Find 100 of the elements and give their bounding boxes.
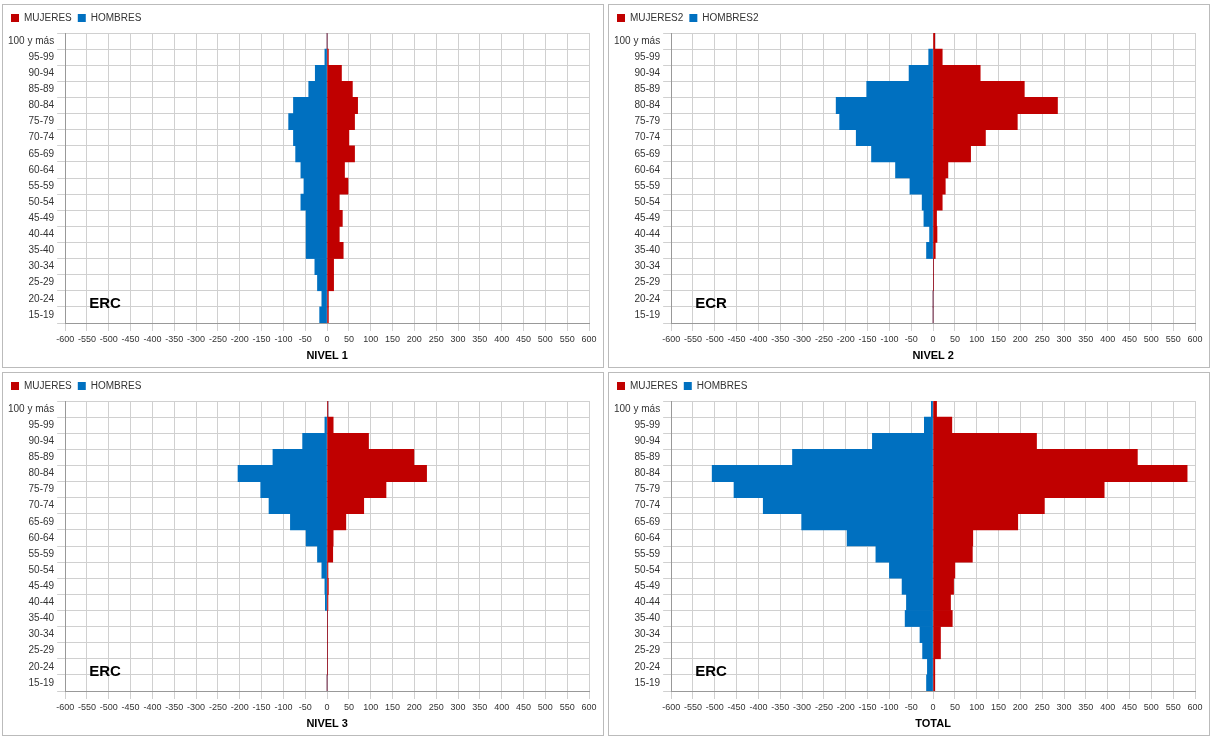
y-tick-label: 80-84 (28, 99, 55, 111)
y-tick-label: 90-94 (28, 67, 55, 79)
annotation: ECR (695, 293, 727, 311)
y-tick-label: 35-40 (634, 612, 661, 624)
y-tick-label: 65-69 (28, 147, 55, 159)
x-tick-label: 150 (385, 701, 401, 712)
annotation: ERC (89, 661, 121, 679)
y-tick-label: 15-19 (28, 308, 55, 320)
x-tick-label: -500 (99, 333, 118, 344)
x-tick-label: -150 (858, 333, 877, 344)
x-tick-label: -600 (662, 701, 681, 712)
y-tick-label: 65-69 (634, 147, 661, 159)
x-tick-label: -250 (814, 701, 833, 712)
x-tick-label: 50 (949, 333, 960, 344)
y-tick-label: 50-54 (634, 563, 661, 575)
x-tick-label: -200 (230, 333, 249, 344)
x-tick-label: -500 (705, 701, 724, 712)
y-tick-label: 20-24 (634, 660, 661, 672)
y-tick-label: 35-40 (634, 244, 661, 256)
x-tick-label: 550 (559, 333, 575, 344)
x-tick-label: 350 (472, 333, 488, 344)
x-tick-label: 300 (1056, 701, 1072, 712)
legend-label: HOMBRES2 (702, 11, 759, 23)
y-tick-label: 75-79 (28, 483, 55, 495)
y-tick-label: 30-34 (634, 628, 661, 640)
x-tick-label: -600 (662, 333, 681, 344)
y-tick-label: 95-99 (28, 50, 55, 62)
x-tick-label: -50 (904, 333, 918, 344)
x-tick-label: 0 (930, 701, 936, 712)
x-tick-label: 500 (1143, 333, 1159, 344)
x-tick-label: -100 (880, 701, 899, 712)
x-tick-label: -150 (252, 333, 271, 344)
y-tick-label: 35-40 (28, 244, 55, 256)
x-tick-label: 50 (949, 701, 960, 712)
y-tick-label: 55-59 (28, 547, 55, 559)
y-tick-label: 70-74 (28, 499, 55, 511)
y-tick-label: 50-54 (28, 195, 55, 207)
x-tick-label: -50 (904, 701, 918, 712)
y-tick-label: 100 y más (613, 34, 661, 46)
legend-label: MUJERES (24, 11, 73, 23)
x-tick-label: -100 (274, 701, 293, 712)
x-tick-label: -600 (56, 333, 75, 344)
x-tick-label: -450 (121, 701, 140, 712)
x-tick-label: -200 (836, 701, 855, 712)
y-tick-label: 95-99 (28, 418, 55, 430)
x-tick-label: 0 (324, 701, 330, 712)
x-tick-label: 600 (581, 333, 597, 344)
x-tick-label: -300 (187, 701, 206, 712)
y-tick-label: 40-44 (634, 228, 661, 240)
y-tick-label: 85-89 (634, 451, 661, 463)
y-tick-label: 70-74 (28, 131, 55, 143)
x-tick-label: 100 (969, 701, 985, 712)
x-tick-label: 350 (472, 701, 488, 712)
x-tick-label: -400 (749, 701, 768, 712)
y-tick-label: 75-79 (28, 115, 55, 127)
x-tick-label: 450 (1122, 701, 1138, 712)
x-axis-title: NIVEL 2 (912, 349, 954, 362)
y-tick-label: 95-99 (634, 50, 661, 62)
x-tick-label: 150 (991, 701, 1007, 712)
x-tick-label: -200 (836, 333, 855, 344)
x-tick-label: 250 (1034, 701, 1050, 712)
x-tick-label: 200 (406, 701, 422, 712)
x-tick-label: 500 (537, 701, 553, 712)
y-tick-label: 70-74 (634, 499, 661, 511)
y-tick-label: 40-44 (28, 596, 55, 608)
y-tick-label: 25-29 (28, 644, 55, 656)
x-tick-label: 300 (450, 701, 466, 712)
x-tick-label: 100 (363, 333, 379, 344)
x-tick-label: 350 (1078, 333, 1094, 344)
x-tick-label: 350 (1078, 701, 1094, 712)
y-tick-label: 75-79 (634, 115, 661, 127)
x-tick-label: 500 (1143, 701, 1159, 712)
x-tick-label: 50 (343, 701, 354, 712)
x-tick-label: -100 (274, 333, 293, 344)
y-tick-label: 75-79 (634, 483, 661, 495)
x-tick-label: -300 (793, 701, 812, 712)
y-tick-label: 15-19 (28, 676, 55, 688)
x-tick-label: -200 (230, 701, 249, 712)
y-tick-label: 50-54 (28, 563, 55, 575)
x-tick-label: 200 (1012, 701, 1028, 712)
x-tick-label: 600 (1187, 333, 1203, 344)
y-tick-label: 60-64 (634, 163, 661, 175)
y-tick-label: 45-49 (28, 580, 55, 592)
x-tick-label: -500 (99, 701, 118, 712)
y-tick-label: 55-59 (28, 179, 55, 191)
y-tick-label: 45-49 (634, 580, 661, 592)
x-tick-label: 450 (1122, 333, 1138, 344)
x-tick-label: 600 (1187, 701, 1203, 712)
x-tick-label: -400 (143, 701, 162, 712)
y-tick-label: 100 y más (613, 402, 661, 414)
y-tick-label: 40-44 (28, 228, 55, 240)
x-tick-label: -250 (208, 333, 227, 344)
y-tick-label: 45-49 (28, 212, 55, 224)
y-tick-label: 30-34 (28, 260, 55, 272)
annotation: ERC (89, 293, 121, 311)
y-tick-label: 20-24 (634, 292, 661, 304)
y-tick-label: 20-24 (28, 660, 55, 672)
x-tick-label: -300 (187, 333, 206, 344)
x-tick-label: -50 (298, 333, 312, 344)
x-tick-label: -350 (771, 701, 790, 712)
